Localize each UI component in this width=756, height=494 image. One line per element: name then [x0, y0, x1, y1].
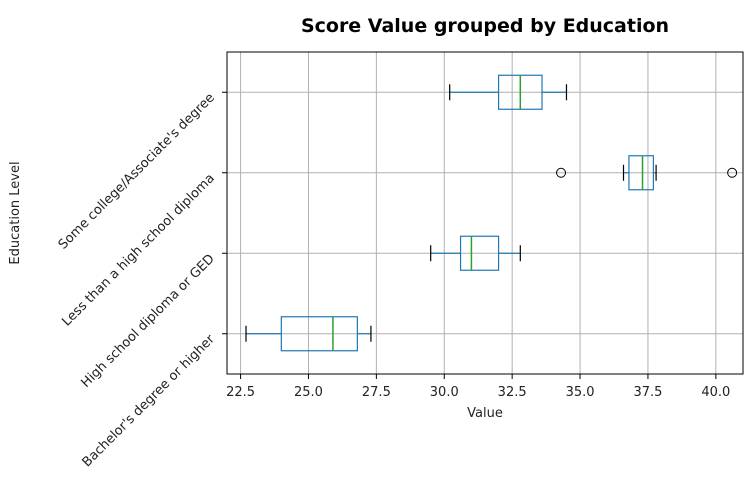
box-iqr: [628, 155, 654, 191]
box-iqr: [280, 316, 358, 352]
outlier-point: [727, 167, 738, 178]
box-iqr: [459, 235, 500, 271]
y-tick-label: Bachelor's degree or higher: [80, 332, 219, 471]
x-tick-label: 32.5: [498, 385, 527, 400]
x-axis-ticks: 22.5 25.0 27.5 30.0 32.5 35.0 37.5 40.0: [226, 374, 730, 400]
y-tick-label: Less than a high school diploma: [59, 171, 217, 329]
outlier-point: [556, 167, 567, 178]
y-tick-label: High school diploma or GED: [79, 251, 218, 390]
x-tick-label: 30.0: [430, 385, 459, 400]
grid: [227, 52, 743, 374]
chart-title: Score Value grouped by Education: [301, 15, 669, 37]
boxes: [245, 74, 738, 352]
y-axis-label: Education Level: [8, 161, 23, 264]
plot-frame: [226, 51, 744, 375]
y-tick-label: Some college/Associate's degree: [56, 90, 218, 252]
x-tick-label: 22.5: [226, 385, 255, 400]
x-tick-label: 25.0: [294, 385, 323, 400]
x-axis-label: Value: [467, 406, 503, 421]
x-tick-label: 35.0: [566, 385, 595, 400]
x-tick-label: 37.5: [633, 385, 662, 400]
x-tick-label: 27.5: [362, 385, 391, 400]
x-tick-label: 40.0: [701, 385, 730, 400]
